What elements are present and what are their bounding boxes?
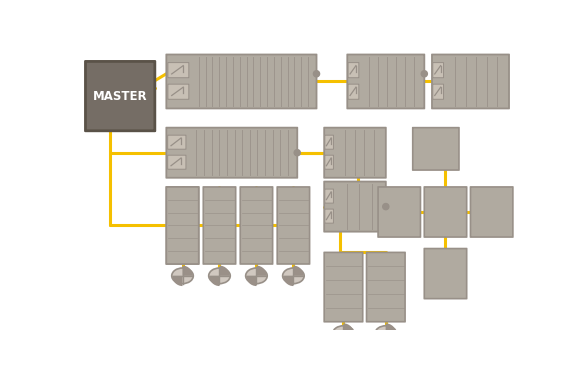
Ellipse shape: [209, 268, 230, 284]
Wedge shape: [209, 276, 219, 286]
Ellipse shape: [333, 326, 354, 341]
FancyBboxPatch shape: [166, 55, 317, 108]
FancyBboxPatch shape: [277, 187, 310, 264]
FancyBboxPatch shape: [240, 187, 273, 264]
Circle shape: [294, 150, 300, 156]
Wedge shape: [376, 334, 386, 344]
Wedge shape: [183, 266, 193, 276]
FancyBboxPatch shape: [168, 84, 189, 99]
FancyBboxPatch shape: [324, 181, 386, 232]
FancyBboxPatch shape: [347, 55, 425, 108]
Ellipse shape: [375, 326, 397, 341]
FancyBboxPatch shape: [425, 249, 467, 299]
Ellipse shape: [172, 268, 193, 284]
Circle shape: [313, 71, 320, 77]
FancyBboxPatch shape: [433, 84, 444, 99]
FancyBboxPatch shape: [325, 209, 333, 223]
FancyBboxPatch shape: [166, 187, 199, 264]
FancyBboxPatch shape: [203, 187, 235, 264]
Wedge shape: [343, 324, 354, 334]
Circle shape: [421, 71, 427, 77]
Wedge shape: [386, 324, 396, 334]
FancyBboxPatch shape: [432, 55, 509, 108]
Ellipse shape: [282, 268, 304, 284]
Circle shape: [383, 204, 389, 210]
FancyBboxPatch shape: [470, 187, 513, 237]
FancyBboxPatch shape: [325, 189, 333, 203]
FancyBboxPatch shape: [168, 63, 189, 78]
FancyBboxPatch shape: [433, 63, 444, 78]
FancyBboxPatch shape: [168, 155, 186, 169]
FancyBboxPatch shape: [348, 63, 359, 78]
FancyBboxPatch shape: [85, 62, 155, 131]
FancyBboxPatch shape: [166, 187, 199, 264]
FancyBboxPatch shape: [378, 187, 420, 237]
FancyBboxPatch shape: [324, 128, 386, 178]
Wedge shape: [219, 266, 230, 276]
Wedge shape: [256, 266, 267, 276]
Ellipse shape: [246, 268, 267, 284]
FancyBboxPatch shape: [325, 155, 333, 169]
FancyBboxPatch shape: [325, 135, 333, 149]
Wedge shape: [283, 276, 293, 286]
Wedge shape: [333, 334, 343, 344]
FancyBboxPatch shape: [324, 252, 362, 322]
Wedge shape: [172, 276, 183, 286]
FancyBboxPatch shape: [348, 84, 359, 99]
FancyBboxPatch shape: [166, 128, 298, 178]
FancyBboxPatch shape: [413, 128, 459, 170]
Text: MASTER: MASTER: [93, 90, 147, 103]
FancyBboxPatch shape: [168, 135, 186, 149]
FancyBboxPatch shape: [425, 187, 467, 237]
Wedge shape: [246, 276, 256, 286]
FancyBboxPatch shape: [367, 252, 405, 322]
Wedge shape: [293, 266, 304, 276]
